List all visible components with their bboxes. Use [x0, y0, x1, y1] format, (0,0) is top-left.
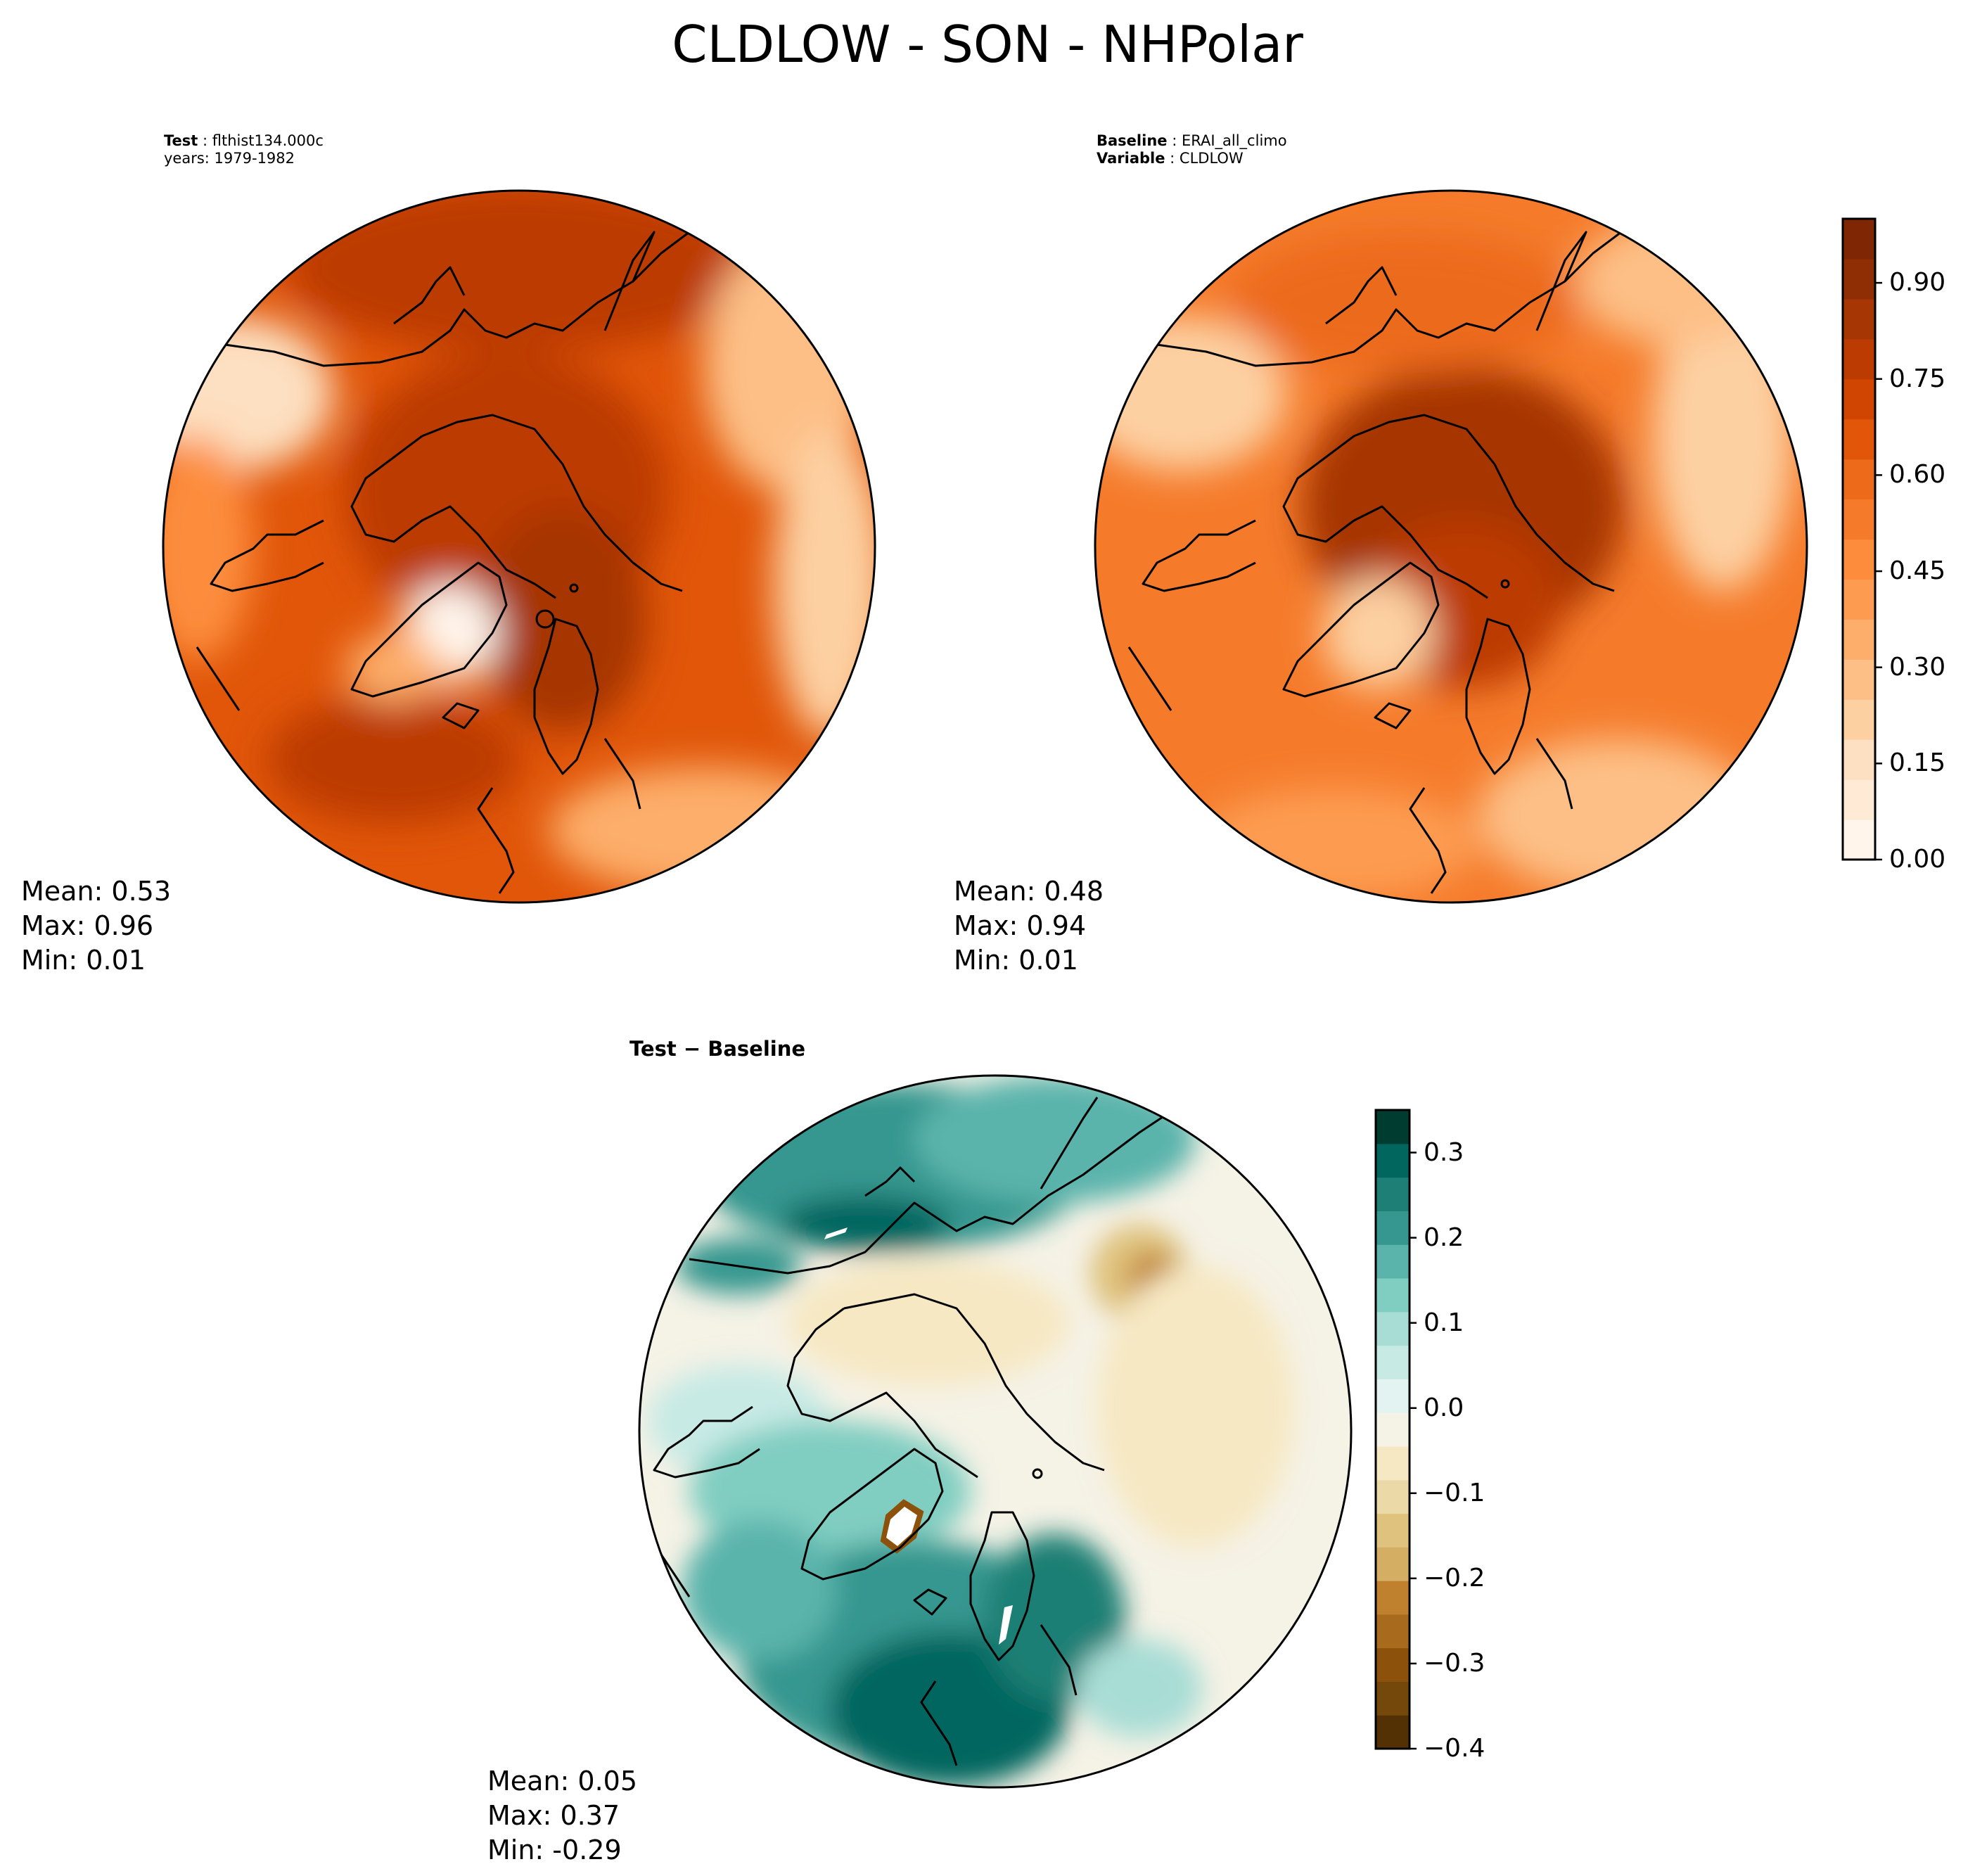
cloud-fraction-colorbar-segment	[1843, 659, 1875, 700]
cloud-fraction-colorbar-segment	[1843, 419, 1875, 460]
difference-colorbar-tick-label: 0.0	[1424, 1393, 1464, 1422]
cloud-fraction-colorbar-tick-label: 0.30	[1889, 652, 1946, 682]
difference-max: Max: 0.37	[487, 1800, 620, 1831]
difference-colorbar-segment	[1376, 1177, 1410, 1211]
difference-colorbar	[1374, 1109, 1417, 1750]
diff-missing-scandinavia	[999, 1605, 1013, 1645]
difference-colorbar-segment	[1376, 1479, 1410, 1514]
cloud-fraction-colorbar-frame	[1841, 217, 1877, 861]
difference-colorbar-segment	[1376, 1110, 1410, 1144]
difference-colorbar-segment	[1376, 1379, 1410, 1413]
cloud-fraction-colorbar-segment	[1843, 338, 1875, 380]
test-min: Min: 0.01	[21, 945, 146, 976]
baseline-stats: Mean: 0.48 Max: 0.94 Min: 0.01	[954, 874, 1104, 978]
baseline-mean: Mean: 0.48	[954, 876, 1104, 907]
difference-colorbar-tick-label: −0.2	[1424, 1563, 1485, 1593]
cloud-fraction-colorbar-segment	[1843, 779, 1875, 820]
cloud-fraction-colorbar-segment	[1843, 459, 1875, 500]
test-map-boundary	[162, 189, 876, 904]
cloud-fraction-colorbar-tick-label: 0.00	[1889, 845, 1946, 874]
diff-missing-greenland	[886, 1507, 917, 1546]
cloud-fraction-colorbar-tick-label: 0.90	[1889, 268, 1946, 298]
test-header: Test : flthist134.000c years: 1979-1982	[164, 132, 324, 167]
cloud-fraction-colorbar-segment	[1843, 219, 1875, 260]
cloud-fraction-colorbar-segment	[1843, 619, 1875, 660]
test-mean: Mean: 0.53	[21, 876, 172, 907]
figure-title: CLDLOW - SON - NHPolar	[672, 15, 1303, 74]
test-map	[162, 189, 876, 904]
test-years: years: 1979-1982	[164, 150, 295, 167]
difference-colorbar-segment	[1376, 1513, 1410, 1548]
variable-header-label: Variable	[1097, 150, 1165, 167]
difference-colorbar-segment	[1376, 1681, 1410, 1716]
difference-colorbar-frame	[1374, 1109, 1411, 1750]
difference-colorbar-tick-label: 0.3	[1424, 1137, 1464, 1167]
cloud-fraction-colorbar-tick-label: 0.15	[1889, 748, 1946, 778]
variable-name: CLDLOW	[1179, 150, 1244, 167]
baseline-header-label: Baseline	[1097, 132, 1168, 149]
difference-colorbar-tick-label: 0.2	[1424, 1223, 1464, 1252]
difference-colorbar-tick-label: −0.4	[1424, 1734, 1485, 1763]
cloud-fraction-colorbar-segment	[1843, 739, 1875, 780]
difference-colorbar-segment	[1376, 1614, 1410, 1649]
diff-missing-siberia	[824, 1227, 848, 1239]
cloud-fraction-colorbar-segment	[1843, 699, 1875, 740]
difference-colorbar-segment	[1376, 1277, 1410, 1313]
difference-min: Min: -0.29	[487, 1834, 622, 1865]
difference-mean: Mean: 0.05	[487, 1766, 638, 1797]
difference-colorbar-segment	[1376, 1211, 1410, 1245]
difference-map-boundary	[638, 1074, 1353, 1789]
difference-colorbar-segment	[1376, 1311, 1410, 1346]
difference-colorbar-segment	[1376, 1244, 1410, 1279]
difference-colorbar-segment	[1376, 1715, 1410, 1749]
baseline-case-name: ERAI_all_climo	[1181, 132, 1287, 149]
difference-map	[638, 1074, 1353, 1789]
baseline-map	[1094, 189, 1808, 904]
cloud-fraction-colorbar-segment	[1843, 539, 1875, 580]
difference-colorbar-segment	[1376, 1547, 1410, 1581]
difference-colorbar-segment	[1376, 1647, 1410, 1683]
difference-colorbar-segment	[1376, 1581, 1410, 1615]
test-max: Max: 0.96	[21, 910, 154, 941]
cloud-fraction-colorbar-tick-label: 0.45	[1889, 556, 1946, 586]
difference-colorbar-tick-label: 0.1	[1424, 1308, 1464, 1337]
test-case-name: flthist134.000c	[212, 132, 324, 149]
cloud-fraction-colorbar-segment	[1843, 819, 1875, 860]
baseline-coastlines	[1127, 196, 1692, 894]
baseline-header: Baseline : ERAI_all_climo Variable : CLD…	[1097, 132, 1287, 167]
cloud-fraction-colorbar-segment	[1843, 579, 1875, 620]
cloud-fraction-colorbar-segment	[1843, 378, 1875, 420]
baseline-max: Max: 0.94	[954, 910, 1087, 941]
cloud-fraction-colorbar	[1841, 217, 1882, 861]
cloud-fraction-colorbar-segment	[1843, 298, 1875, 340]
difference-colorbar-tick-label: −0.1	[1424, 1478, 1485, 1507]
cloud-fraction-colorbar-segment	[1843, 258, 1875, 300]
cloud-fraction-colorbar-tick-label: 0.75	[1889, 364, 1946, 393]
cloud-fraction-colorbar-tick-label: 0.60	[1889, 460, 1946, 490]
difference-stats: Mean: 0.05 Max: 0.37 Min: -0.29	[487, 1764, 637, 1868]
diff-panel-title: Test − Baseline	[629, 1037, 806, 1061]
test-coastlines	[196, 196, 760, 894]
test-header-label: Test	[164, 132, 198, 149]
baseline-min: Min: 0.01	[954, 945, 1078, 976]
baseline-map-boundary	[1094, 189, 1808, 904]
cloud-fraction-colorbar-segment	[1843, 499, 1875, 540]
difference-colorbar-segment	[1376, 1143, 1410, 1178]
difference-colorbar-tick-label: −0.3	[1424, 1648, 1485, 1678]
difference-colorbar-segment	[1376, 1446, 1410, 1481]
difference-colorbar-segment	[1376, 1345, 1410, 1379]
difference-colorbar-segment	[1376, 1412, 1410, 1447]
test-stats: Mean: 0.53 Max: 0.96 Min: 0.01	[21, 874, 171, 978]
